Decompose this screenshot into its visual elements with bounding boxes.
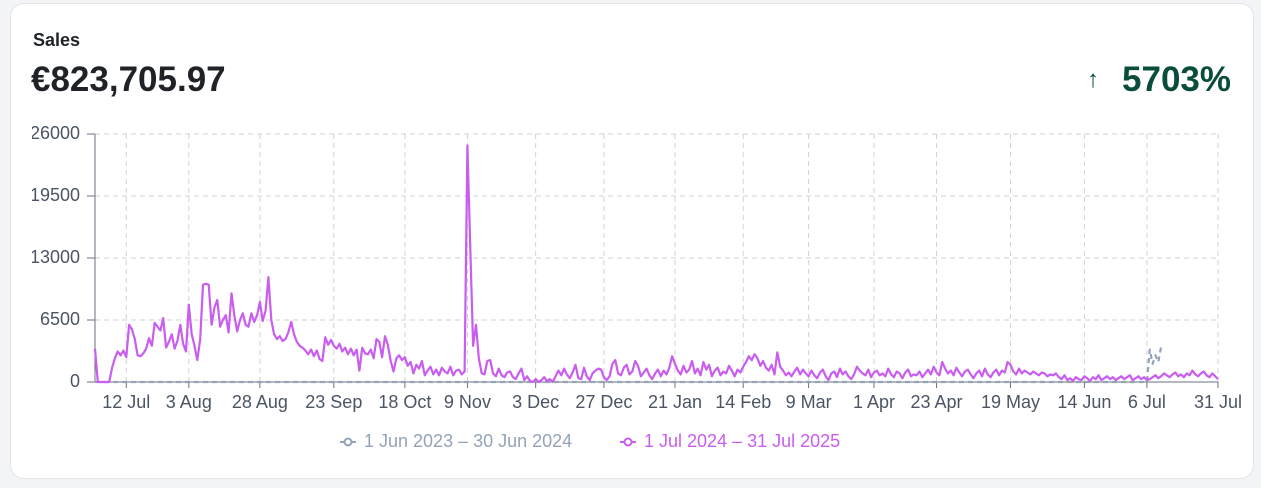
x-tick-label: 9 Mar [786, 392, 832, 412]
y-tick-label: 19500 [30, 185, 80, 205]
x-tick-label: 18 Oct [378, 392, 431, 412]
series-line [93, 144, 1219, 384]
y-tick-label: 26000 [30, 123, 80, 143]
x-tick-label: 23 Sep [305, 392, 362, 412]
x-tick-label: 1 Apr [853, 392, 895, 412]
sales-total: €823,705.97 [31, 60, 226, 99]
change-percent: 5703% [1122, 60, 1231, 99]
card-label: Sales [33, 30, 81, 50]
x-tick-label: 28 Aug [232, 392, 288, 412]
y-tick-label: 0 [70, 371, 80, 391]
x-tick-label: 6 Jul [1128, 392, 1166, 412]
legend-label: 1 Jul 2024 – 31 Jul 2025 [644, 431, 840, 451]
x-tick-label: 31 Jul [1194, 392, 1242, 412]
x-tick-label: 12 Jul [102, 392, 150, 412]
x-tick-label: 27 Dec [575, 392, 632, 412]
x-tick-label: 3 Dec [512, 392, 559, 412]
sales-card [10, 3, 1254, 479]
y-tick-label: 6500 [40, 309, 80, 329]
x-tick-label: 3 Aug [166, 392, 212, 412]
legend-marker [623, 437, 633, 447]
x-tick-label: 23 Apr [911, 392, 963, 412]
y-labels: 0 6500 13000 19500 26000 [30, 123, 80, 391]
x-tick-label: 19 May [981, 392, 1040, 412]
y-tick-label: 13000 [30, 247, 80, 267]
legend-marker [343, 437, 353, 447]
x-tick-label: 9 Nov [444, 392, 491, 412]
x-tick-label: 21 Jan [648, 392, 702, 412]
series-line [95, 346, 1163, 384]
legend-label: 1 Jun 2023 – 30 Jun 2024 [364, 431, 572, 451]
up-arrow: ↑ [1087, 66, 1099, 93]
x-tick-label: 14 Feb [715, 392, 771, 412]
x-tick-label: 14 Jun [1057, 392, 1111, 412]
